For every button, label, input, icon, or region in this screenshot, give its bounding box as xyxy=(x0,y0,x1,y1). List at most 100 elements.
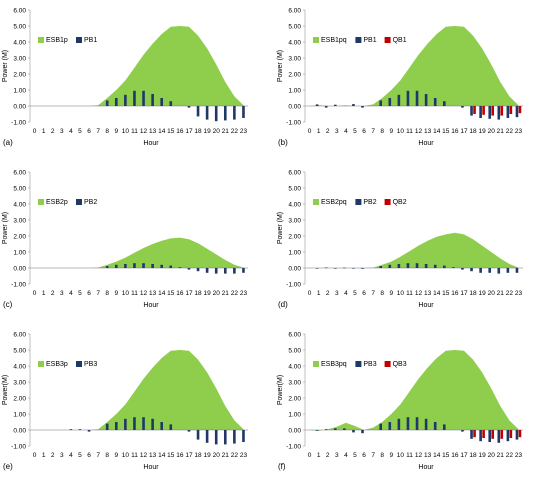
chart-d-x-tick-label: 9 xyxy=(389,290,393,297)
chart-f-bar-qb3 xyxy=(491,430,495,439)
chart-d-bar-pb2 xyxy=(379,266,383,268)
chart-c-x-tick-label: 11 xyxy=(131,290,138,297)
chart-f-bar-pb3 xyxy=(488,430,492,442)
chart-e-bar-pb3 xyxy=(169,424,173,430)
chart-a-x-tick-label: 8 xyxy=(105,128,109,135)
chart-a-bar-pb1 xyxy=(205,106,209,120)
chart-f-x-tick-label: 9 xyxy=(389,452,393,459)
chart-e-bar-pb3 xyxy=(133,417,136,430)
chart-f-x-tick-label: 0 xyxy=(308,452,312,459)
chart-d-x-tick-label: 4 xyxy=(344,290,348,297)
chart-d-x-tick-label: 13 xyxy=(424,290,432,297)
chart-a-y-tick-label: 4.00 xyxy=(13,39,26,46)
chart-b-x-tick-label: 13 xyxy=(424,128,432,135)
chart-b-x-tick-label: 4 xyxy=(344,128,348,135)
chart-a-bar-pb1 xyxy=(124,94,127,106)
chart-c-bar-pb2 xyxy=(151,264,154,268)
chart-e-bar-pb3 xyxy=(223,430,227,445)
chart-a-x-tick-label: 14 xyxy=(158,128,166,135)
chart-b-y-axis-label: Power (M) xyxy=(277,50,284,82)
chart-c-legend-label-esb2p: ESB2p xyxy=(46,199,68,206)
chart-c-y-tick-label: 6.00 xyxy=(13,169,26,176)
chart-b-x-tick-label: 18 xyxy=(469,128,477,135)
chart-a-bar-pb1 xyxy=(160,98,164,106)
chart-a-y-tick-label: 2.00 xyxy=(13,71,26,78)
chart-b-x-tick-label: 0 xyxy=(308,128,312,135)
chart-a-x-tick-label: 13 xyxy=(149,128,157,135)
chart-c-x-tick-label: 13 xyxy=(149,290,157,297)
chart-f-x-tick-label: 23 xyxy=(515,452,523,459)
chart-a-x-tick-label: 4 xyxy=(69,128,73,135)
chart-f-y-tick-label: 1.00 xyxy=(288,411,301,418)
chart-f-area-esb3pq xyxy=(309,350,519,431)
chart-d-bar-pb2 xyxy=(388,264,392,268)
chart-e-bar-pb3 xyxy=(69,429,73,430)
chart-a-x-tick-label: 5 xyxy=(78,128,82,135)
chart-f-legend-swatch-pb3 xyxy=(355,361,362,367)
chart-b-x-tick-label: 20 xyxy=(488,128,496,135)
chart-b-bar-pb1 xyxy=(461,106,464,108)
chart-d-y-tick-label: 5.00 xyxy=(288,185,301,192)
chart-f-bar-pb3 xyxy=(415,417,419,430)
chart-b-x-tick-label: 8 xyxy=(380,128,384,135)
chart-b-legend-swatch-pb1 xyxy=(355,37,362,43)
chart-e-x-tick-label: 1 xyxy=(42,452,46,459)
chart-e-bar-pb3 xyxy=(214,430,218,445)
chart-a-x-tick-label: 2 xyxy=(51,128,55,135)
chart-b-x-tick-label: 23 xyxy=(515,128,523,135)
chart-d-bar-pb2 xyxy=(415,263,419,268)
chart-e-y-tick-label: 0.00 xyxy=(13,427,26,434)
chart-a-y-axis-label: Power (M) xyxy=(2,50,9,82)
chart-b-panel-label: (b) xyxy=(278,138,288,147)
chart-e-x-tick-label: 18 xyxy=(194,452,202,459)
chart-d-legend-label-esb2pq: ESB2pq xyxy=(321,199,347,206)
chart-f: 6.00 5.00 4.00 3.00 2.00 1.00 0.00 -1.00 Power(M… xyxy=(277,331,523,471)
chart-a-bar-pb1 xyxy=(169,101,173,106)
chart-a-panel-label: (a) xyxy=(3,138,13,147)
chart-c-x-tick-label: 17 xyxy=(185,290,193,297)
chart-d-bar-pb2 xyxy=(461,268,464,270)
chart-b-bar-pb1 xyxy=(506,106,510,118)
chart-b-bar-qb1 xyxy=(518,106,522,114)
chart-a-legend-swatch-pb1 xyxy=(76,37,82,43)
chart-c-x-tick-label: 1 xyxy=(42,290,46,297)
chart-d-bar-pb2 xyxy=(324,267,328,269)
chart-f-bar-pb3 xyxy=(461,430,464,432)
chart-d-x-tick-label: 16 xyxy=(451,290,459,297)
chart-b-bar-pb1 xyxy=(424,94,428,106)
chart-c-x-tick-label: 14 xyxy=(158,290,166,297)
chart-b-x-tick-label: 19 xyxy=(479,128,487,135)
chart-b-x-tick-label: 16 xyxy=(451,128,459,135)
chart-d-x-tick-label: 23 xyxy=(515,290,523,297)
chart-b-bar-pb1 xyxy=(397,94,401,106)
chart-c-bar-pb2 xyxy=(114,264,118,268)
chart-d-bar-pb2 xyxy=(406,263,410,268)
chart-a-bar-pb1 xyxy=(214,106,218,122)
chart-f-legend-swatch-qb3 xyxy=(384,361,391,367)
chart-b-x-tick-label: 10 xyxy=(397,128,405,135)
chart-f-legend-label-pb3: PB3 xyxy=(363,361,376,368)
chart-c-legend-swatch-pb2 xyxy=(76,199,82,205)
chart-d-x-tick-label: 17 xyxy=(460,290,468,297)
chart-e-bar-pb3 xyxy=(187,430,191,432)
chart-b-x-tick-label: 7 xyxy=(371,128,375,135)
chart-c-bar-pb2 xyxy=(178,267,182,268)
chart-b-x-tick-label: 11 xyxy=(406,128,413,135)
chart-b-bar-pb1 xyxy=(361,106,364,108)
chart-c-bar-pb2 xyxy=(169,265,173,268)
chart-e-y-tick-label: 4.00 xyxy=(13,363,26,370)
chart-f-y-tick-label: 5.00 xyxy=(288,347,301,354)
chart-b-bar-pb1 xyxy=(515,106,519,118)
chart-d-bar-pb2 xyxy=(515,268,519,273)
chart-d-x-tick-label: 19 xyxy=(479,290,487,297)
chart-b-bar-qb1 xyxy=(473,106,476,114)
chart-b-bar-qb1 xyxy=(491,106,495,116)
chart-d-x-tick-label: 14 xyxy=(433,290,441,297)
chart-d-bar-pb2 xyxy=(315,268,319,269)
chart-c-bar-pb2 xyxy=(196,268,200,272)
chart-d-legend-label-qb2: QB2 xyxy=(393,199,407,206)
chart-c-x-tick-label: 4 xyxy=(69,290,73,297)
chart-d-bar-pb2 xyxy=(442,265,446,268)
chart-d-x-tick-label: 8 xyxy=(380,290,384,297)
chart-b-y-tick-label: -1.00 xyxy=(286,119,301,126)
